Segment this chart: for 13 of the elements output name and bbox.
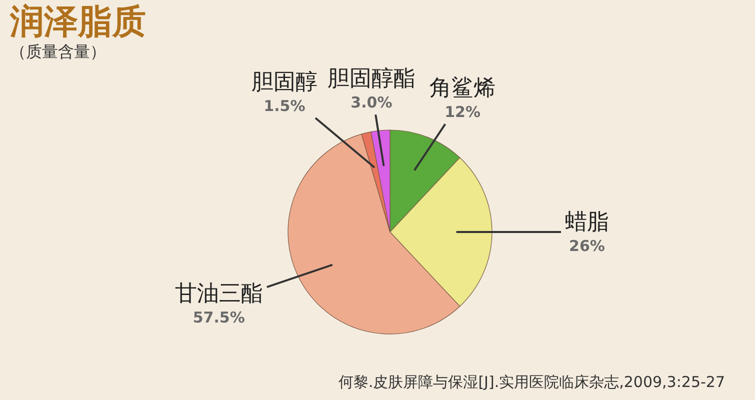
chart-subtitle: （质量含量） (10, 42, 106, 61)
data-label: 12% (444, 103, 480, 122)
text: 何黎.皮肤屏障与保湿[J].实用医院临床杂志,2009,3:25-27 (338, 373, 725, 391)
slice-label: 角鲨烯 (430, 76, 496, 102)
data-label: 26% (569, 237, 605, 255)
data-label: 1.5% (264, 96, 306, 115)
slice-label: 蜡脂 (565, 210, 609, 235)
data-label: 3.0% (350, 94, 392, 112)
chart-title: 润泽脂质 (9, 2, 146, 42)
data-label: 57.5% (192, 308, 245, 326)
slice-label: 胆固醇酯 (327, 66, 416, 92)
slice-label: 甘油三酯 (174, 281, 263, 306)
slice-label: 胆固醇 (251, 70, 318, 95)
